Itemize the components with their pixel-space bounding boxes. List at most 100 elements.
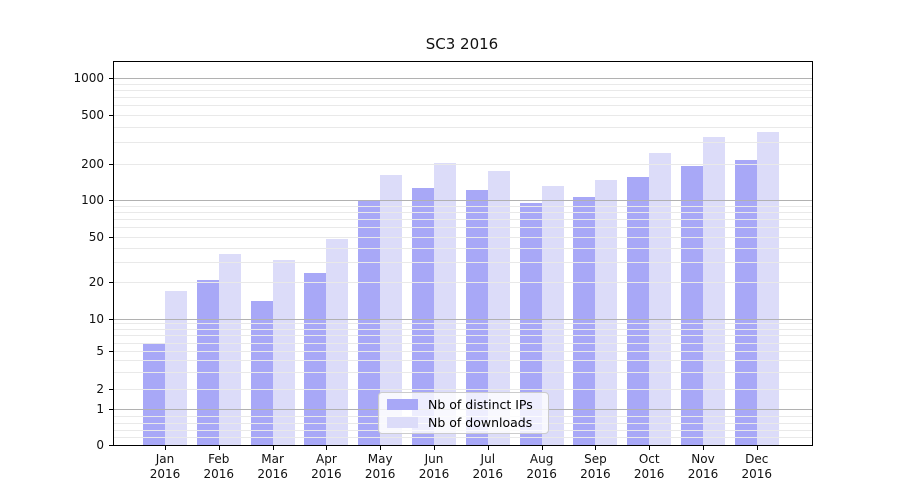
bar-downloads-nov [703,137,725,445]
gridline [114,342,812,344]
gridline [114,388,812,390]
bar-downloads-sep [595,180,618,445]
bar-ips-oct [627,176,650,445]
gridline [114,261,812,263]
x-tick-mark [756,446,758,450]
bar-ips-jun [412,188,434,445]
x-tick-label: Sep 2016 [580,452,611,481]
bar-downloads-jul [487,171,510,445]
bar-downloads-oct [649,152,672,445]
gridline [114,126,812,128]
bar-ips-jan [143,342,165,445]
y-tick-label: 2 [96,381,104,396]
x-tick-mark [165,446,166,450]
bar-ips-feb [196,279,219,445]
gridline [114,83,812,85]
x-tick-mark [595,446,597,450]
bar-downloads-jan [165,290,187,445]
x-tick-mark [649,446,651,450]
x-tick-mark [272,446,274,450]
y-tick-label: 1 [96,401,104,416]
gridline [114,163,812,165]
x-tick-mark [434,446,435,450]
bar-downloads-dec [756,132,779,445]
y-tick-mark [109,351,113,352]
x-tick-label: Oct 2016 [633,452,665,481]
gridline [114,236,812,238]
x-tick-mark [487,446,489,450]
x-tick-mark [326,446,328,450]
x-tick-label: Feb 2016 [203,452,235,481]
gridline [114,89,812,91]
y-tick-label: 5 [96,344,104,358]
gridline [114,247,812,249]
gridline [114,105,812,107]
legend-item-distinct-ips: Nb of distinct IPs [387,397,548,412]
x-tick-label: Dec 2016 [741,452,773,481]
x-tick-label: Aug 2016 [526,452,557,481]
y-tick-mark [109,408,113,410]
x-tick-label: Apr 2016 [311,452,342,481]
bar-ips-may [358,200,381,445]
gridline [114,351,812,352]
x-tick-label: Mar 2016 [257,452,288,481]
y-tick-label: 0 [96,437,104,452]
legend-label-downloads: Nb of downloads [428,414,533,430]
gridline [114,115,812,116]
x-tick-label: May 2016 [364,452,396,481]
chart-title: SC3 2016 [425,35,499,53]
bar-ips-dec [734,160,757,445]
x-tick-mark [703,446,704,450]
bar-ips-apr [304,272,327,445]
gridline [114,97,812,98]
bar-downloads-may [380,175,403,445]
gridline [114,218,812,220]
gridline [114,282,812,283]
gridline [114,323,812,325]
gridline [114,142,812,143]
gridline [114,318,812,320]
gridline [114,205,812,207]
y-tick-label: 10 [88,311,104,326]
legend-label-distinct-ips: Nb of distinct IPs [428,396,533,412]
legend: Nb of distinct IPs Nb of downloads [378,392,549,434]
gridline [114,226,812,228]
bar-ips-jul [465,190,488,445]
x-tick-label: Jun 2016 [418,452,450,481]
bar-downloads-jun [434,162,456,445]
gridline [114,360,812,362]
gridline [114,335,812,337]
x-tick-mark [218,446,220,450]
gridline [114,211,812,213]
y-tick-mark [109,78,113,79]
y-tick-label: 50 [88,229,104,244]
distinct-ips-swatch-icon [387,398,418,410]
y-tick-mark [109,388,113,390]
downloads-swatch-icon [387,416,418,428]
x-tick-label: Jan 2016 [149,452,181,481]
y-tick-mark [109,236,113,238]
y-tick-label: 1000 [73,71,104,85]
gridline [114,437,812,439]
bar-downloads-feb [218,254,241,445]
bar-downloads-apr [326,238,349,445]
y-tick-mark [109,318,113,320]
y-tick-mark [109,282,113,283]
bar-ips-nov [681,166,703,445]
x-tick-mark [541,446,543,450]
y-tick-mark [109,444,113,446]
bar-downloads-aug [541,186,564,445]
legend-item-downloads: Nb of downloads [387,415,548,430]
y-tick-label: 100 [81,193,104,207]
x-tick-label: Nov 2016 [687,452,719,481]
bar-ips-sep [573,197,596,445]
x-tick-label: Jul 2016 [472,452,504,481]
y-tick-label: 20 [88,275,104,289]
y-tick-label: 200 [81,156,104,171]
y-tick-label: 500 [81,108,104,122]
bar-downloads-mar [272,260,295,445]
gridline [114,200,812,201]
gridline [114,329,812,330]
plot-area [113,61,813,446]
